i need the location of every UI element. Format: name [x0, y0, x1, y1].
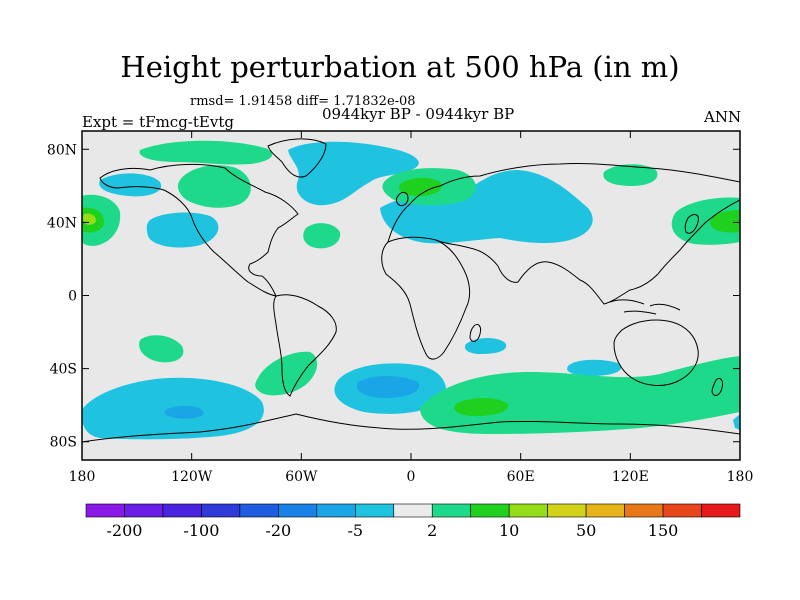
contour-negative-canada: [99, 173, 162, 197]
coast-uk: [396, 191, 409, 207]
contour-negative-madagascar: [464, 338, 507, 354]
lon-tick-label: 180: [69, 469, 96, 485]
colorbar-swatch: [201, 503, 241, 518]
contour-positive-siberia: [603, 164, 658, 186]
colorbar-swatch: [124, 503, 164, 518]
lat-tick-label: 80S: [50, 435, 77, 451]
contour-positive-arctic: [139, 140, 273, 165]
colorbar-swatch: [662, 503, 702, 518]
lon-tick-label: 120E: [612, 469, 649, 485]
colorbar-swatch: [393, 503, 433, 518]
lat-tick-label: 0: [68, 289, 77, 305]
lat-tick-label: 40S: [50, 362, 77, 378]
contour-fill-layer: [82, 140, 740, 440]
lon-tick-label: 60E: [507, 469, 535, 485]
colorbar-label: -20: [265, 521, 291, 540]
contour-positive-n-atlantic-sub: [303, 223, 341, 249]
lon-tick-label: 120W: [171, 469, 213, 485]
colorbar-label: -200: [106, 521, 142, 540]
colorbar-swatch: [162, 503, 202, 518]
colorbar-label: -100: [183, 521, 219, 540]
contour-negative-indian: [567, 359, 622, 376]
contour-positive-patagonia: [255, 351, 318, 396]
coast-antarctica: [82, 413, 740, 443]
colorbar-label: 50: [576, 521, 596, 540]
period-label: 0944kyr BP - 0944kyr BP: [322, 105, 515, 123]
contour-negative-ne-pacific: [146, 212, 219, 248]
experiment-label: Expt = tFmcg-tEvtg: [82, 113, 234, 131]
colorbar-swatch: [701, 503, 741, 518]
colorbar: -200 -100 -20 -5 2 10 50 150: [85, 503, 741, 540]
colorbar-swatch: [316, 503, 356, 518]
lon-tick-label: 180: [727, 469, 754, 485]
colorbar-swatch: [547, 503, 587, 518]
colorbar-swatch: [585, 503, 625, 518]
colorbar-swatch: [470, 503, 510, 518]
contour-positive-core-scandinavia: [399, 177, 442, 196]
colorbar-label: 10: [499, 521, 519, 540]
contour-negative-n-atlantic: [288, 141, 419, 206]
contour-positive-southern-ocean: [420, 356, 740, 434]
coast-madagascar: [469, 323, 481, 342]
coast-north-america: [99, 163, 299, 297]
colorbar-label: -5: [347, 521, 363, 540]
lat-tick-label: 40N: [47, 215, 77, 231]
map-title: Height perturbation at 500 hPa (in m): [120, 50, 680, 84]
coastline-layer: [82, 138, 740, 443]
contour-negative-core-atlantic: [356, 376, 420, 398]
colorbar-label: 150: [648, 521, 679, 540]
contour-negative-sw-pacific: [733, 414, 740, 430]
coast-eurasia: [387, 162, 740, 305]
stats-text: rmsd= 1.91458 diff= 1.71832e-08: [190, 94, 416, 109]
colorbar-swatch: [354, 503, 395, 518]
contour-positive-alaska-greenland: [177, 165, 251, 208]
coast-australia: [613, 319, 699, 386]
coast-greenland: [267, 138, 327, 178]
lon-tick-label: 60W: [285, 469, 318, 485]
colorbar-swatch: [278, 503, 318, 518]
coast-new-zealand: [711, 377, 723, 396]
season-label: ANN: [704, 108, 742, 126]
lon-tick-label: 0: [407, 469, 416, 485]
coast-indonesia: [609, 299, 681, 315]
coast-africa: [381, 236, 471, 360]
contour-positive-core-southern: [454, 398, 509, 416]
contour-positive-core-e-pacific: [710, 210, 740, 233]
colorbar-swatch: [431, 503, 472, 518]
coast-japan: [684, 214, 699, 234]
colorbar-swatch: [508, 503, 548, 518]
contour-positive-s-pacific: [139, 335, 184, 363]
tick-layer: 80N 40N 0 40S 80S 180 120W 60W 0 60E 120E 180: [47, 131, 753, 485]
colorbar-swatch: [85, 503, 125, 518]
colorbar-swatch: [624, 503, 664, 518]
coast-south-america: [273, 294, 337, 397]
contour-negative-core-pacific: [164, 405, 204, 419]
lat-tick-label: 80N: [47, 142, 77, 158]
colorbar-swatch: [239, 503, 279, 518]
colorbar-label: 2: [427, 521, 437, 540]
contour-negative-eurasia: [380, 170, 593, 244]
